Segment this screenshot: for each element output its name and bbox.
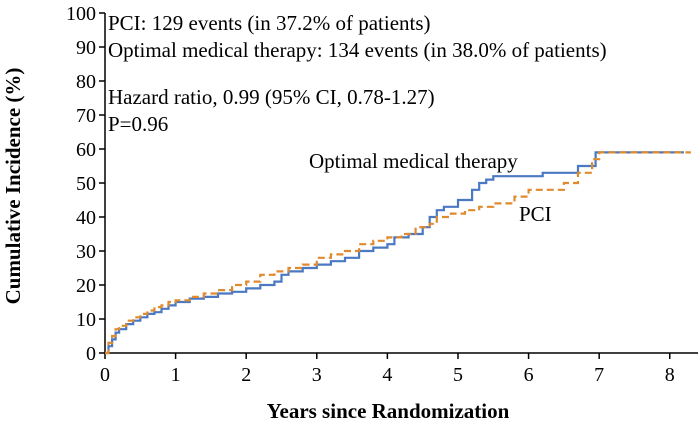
y-axis-title: Cumulative Incidence (%) (1, 68, 25, 305)
y-tick-label: 100 (66, 3, 96, 25)
y-tick-label: 20 (76, 275, 96, 297)
x-tick-label: 6 (524, 364, 534, 386)
x-tick-label: 3 (312, 364, 322, 386)
x-tick-label: 8 (665, 364, 675, 386)
y-tick-label: 60 (76, 139, 96, 161)
annotation-pci-events: PCI: 129 events (in 37.2% of patients) (108, 11, 431, 35)
series-line-omt (105, 151, 684, 355)
series-layer (105, 151, 691, 355)
annotation-hazard-ratio: Hazard ratio, 0.99 (95% CI, 0.78-1.27) (108, 85, 435, 109)
x-tick-label: 4 (382, 364, 392, 386)
x-tick-label: 0 (100, 364, 110, 386)
x-tick-label: 1 (171, 364, 181, 386)
y-tick-label: 40 (76, 207, 96, 229)
y-tick-label: 10 (76, 309, 96, 331)
y-tick-label: 90 (76, 37, 96, 59)
axes: 0 10 20 30 40 50 60 70 80 90 100 0 1 2 3 4 5 6 7 8 (66, 3, 698, 386)
x-axis-title: Years since Randomization (267, 399, 510, 423)
series-label-pci: PCI (519, 202, 552, 226)
y-tick-label: 0 (86, 343, 96, 365)
x-tick-label: 7 (594, 364, 604, 386)
annotation-p-value: P=0.96 (108, 112, 168, 136)
annotation-omt-events: Optimal medical therapy: 134 events (in … (108, 38, 607, 62)
y-tick-label: 70 (76, 105, 96, 127)
series-label-omt: Optimal medical therapy (309, 149, 518, 173)
y-tick-label: 80 (76, 71, 96, 93)
series-line-pci (105, 151, 691, 355)
text-layer: PCI: 129 events (in 37.2% of patients) O… (1, 11, 607, 423)
y-tick-label: 30 (76, 241, 96, 263)
y-tick-label: 50 (76, 173, 96, 195)
x-tick-label: 5 (453, 364, 463, 386)
x-tick-label: 2 (241, 364, 251, 386)
